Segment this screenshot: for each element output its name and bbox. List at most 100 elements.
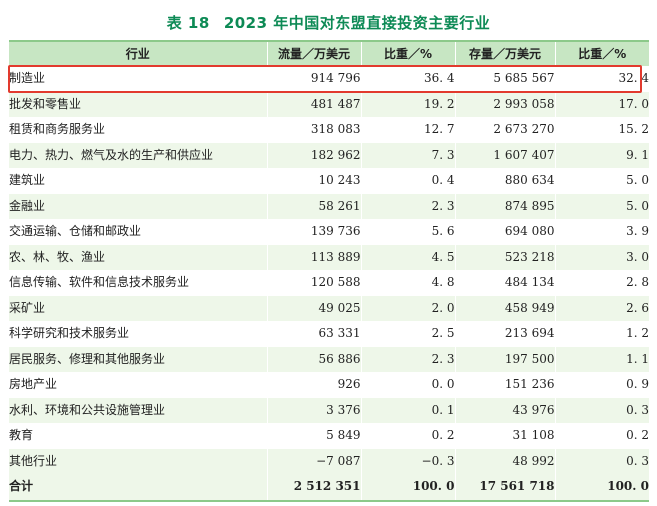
table-number: 表 18	[166, 14, 210, 32]
cell-industry: 制造业	[9, 66, 267, 92]
total-row: 合计 2 512 351 100. 0 17 561 718 100. 0	[9, 474, 649, 502]
cell-industry: 其他行业	[9, 448, 267, 474]
cell-industry: 电力、热力、燃气及水的生产和供应业	[9, 142, 267, 168]
header-stock-share: 比重／%	[554, 40, 649, 66]
cell-industry: 批发和零售业	[9, 91, 267, 117]
total-cell-flow-share: 100. 0	[360, 474, 455, 502]
cell-stock: 5 685 567	[454, 66, 555, 92]
cell-industry: 科学研究和技术服务业	[9, 321, 267, 347]
total-cell-flow: 2 512 351	[266, 474, 361, 502]
total-cell-stock: 17 561 718	[454, 474, 555, 502]
cell-stock: 874 895	[454, 193, 555, 219]
cell-flow: 481 487	[266, 91, 361, 117]
total-cell-stock-share: 100. 0	[554, 474, 649, 502]
table-row: 教育 5 849 0. 2 31 108 0. 2	[9, 423, 649, 449]
cell-stock: 694 080	[454, 219, 555, 245]
cell-stock-share: 1. 1	[554, 346, 649, 372]
cell-stock: 1 607 407	[454, 142, 555, 168]
cell-stock: 458 949	[454, 295, 555, 321]
cell-industry: 农、林、牧、渔业	[9, 244, 267, 270]
cell-industry: 教育	[9, 423, 267, 449]
cell-flow-share: 0. 2	[360, 423, 455, 449]
cell-flow: 49 025	[266, 295, 361, 321]
cell-flow: −7 087	[266, 448, 361, 474]
table-row: 科学研究和技术服务业 63 331 2. 5 213 694 1. 2	[9, 321, 649, 347]
cell-industry: 居民服务、修理和其他服务业	[9, 346, 267, 372]
table-title: 表 18 2023 年中国对东盟直接投资主要行业	[0, 12, 657, 33]
cell-stock-share: 5. 0	[554, 168, 649, 194]
cell-stock-share: 5. 0	[554, 193, 649, 219]
header-stock: 存量／万美元	[454, 40, 555, 66]
cell-flow: 56 886	[266, 346, 361, 372]
table-row: 房地产业 926 0. 0 151 236 0. 9	[9, 372, 649, 398]
cell-flow-share: 2. 0	[360, 295, 455, 321]
cell-flow-share: 4. 8	[360, 270, 455, 296]
header-industry: 行业	[9, 40, 267, 66]
cell-flow: 3 376	[266, 397, 361, 423]
cell-stock: 880 634	[454, 168, 555, 194]
cell-flow: 10 243	[266, 168, 361, 194]
cell-flow: 182 962	[266, 142, 361, 168]
cell-flow: 926	[266, 372, 361, 398]
industry-investment-table: 行业 流量／万美元 比重／% 存量／万美元 比重／% 制造业 914 796 36.…	[9, 40, 649, 502]
cell-stock: 213 694	[454, 321, 555, 347]
cell-industry: 信息传输、软件和信息技术服务业	[9, 270, 267, 296]
cell-flow-share: 4. 5	[360, 244, 455, 270]
cell-stock: 2 993 058	[454, 91, 555, 117]
table-row: 农、林、牧、渔业 113 889 4. 5 523 218 3. 0	[9, 244, 649, 270]
cell-industry: 房地产业	[9, 372, 267, 398]
cell-stock-share: 2. 8	[554, 270, 649, 296]
cell-flow-share: −0. 3	[360, 448, 455, 474]
total-cell-industry: 合计	[9, 474, 267, 502]
table-row: 其他行业 −7 087 −0. 3 48 992 0. 3	[9, 448, 649, 474]
cell-stock-share: 9. 1	[554, 142, 649, 168]
cell-industry: 租赁和商务服务业	[9, 117, 267, 143]
table-row: 金融业 58 261 2. 3 874 895 5. 0	[9, 193, 649, 219]
table-row: 信息传输、软件和信息技术服务业 120 588 4. 8 484 134 2. 8	[9, 270, 649, 296]
cell-flow-share: 2. 3	[360, 193, 455, 219]
cell-flow: 318 083	[266, 117, 361, 143]
table-caption: 2023 年中国对东盟直接投资主要行业	[223, 14, 491, 32]
table-row: 交通运输、仓储和邮政业 139 736 5. 6 694 080 3. 9	[9, 219, 649, 245]
cell-flow: 120 588	[266, 270, 361, 296]
cell-flow-share: 12. 7	[360, 117, 455, 143]
cell-industry: 金融业	[9, 193, 267, 219]
table-row: 建筑业 10 243 0. 4 880 634 5. 0	[9, 168, 649, 194]
table-header-row: 行业 流量／万美元 比重／% 存量／万美元 比重／%	[9, 40, 649, 66]
cell-flow-share: 5. 6	[360, 219, 455, 245]
cell-flow-share: 7. 3	[360, 142, 455, 168]
cell-industry: 水利、环境和公共设施管理业	[9, 397, 267, 423]
cell-stock: 48 992	[454, 448, 555, 474]
cell-flow-share: 2. 3	[360, 346, 455, 372]
cell-stock-share: 32. 4	[554, 66, 649, 92]
cell-flow: 914 796	[266, 66, 361, 92]
cell-stock-share: 3. 9	[554, 219, 649, 245]
cell-stock-share: 0. 3	[554, 397, 649, 423]
table-row: 居民服务、修理和其他服务业 56 886 2. 3 197 500 1. 1	[9, 346, 649, 372]
cell-flow: 58 261	[266, 193, 361, 219]
cell-flow: 5 849	[266, 423, 361, 449]
cell-stock-share: 1. 2	[554, 321, 649, 347]
cell-stock-share: 15. 2	[554, 117, 649, 143]
cell-flow-share: 2. 5	[360, 321, 455, 347]
cell-industry: 采矿业	[9, 295, 267, 321]
cell-stock: 2 673 270	[454, 117, 555, 143]
cell-stock-share: 0. 9	[554, 372, 649, 398]
table-row: 采矿业 49 025 2. 0 458 949 2. 6	[9, 295, 649, 321]
cell-stock-share: 0. 2	[554, 423, 649, 449]
cell-stock: 43 976	[454, 397, 555, 423]
cell-flow: 63 331	[266, 321, 361, 347]
cell-stock-share: 3. 0	[554, 244, 649, 270]
cell-stock-share: 0. 3	[554, 448, 649, 474]
cell-flow: 139 736	[266, 219, 361, 245]
cell-flow-share: 0. 0	[360, 372, 455, 398]
header-flow: 流量／万美元	[266, 40, 361, 66]
cell-flow-share: 36. 4	[360, 66, 455, 92]
cell-stock: 523 218	[454, 244, 555, 270]
